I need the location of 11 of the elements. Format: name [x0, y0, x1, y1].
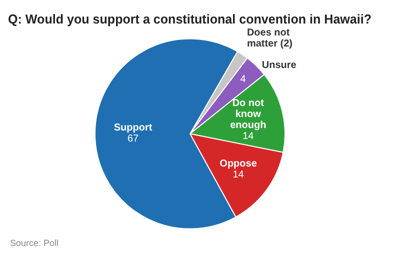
data-label: 14 [232, 169, 244, 180]
slice-label: Oppose [220, 158, 258, 170]
data-label: 67 [127, 133, 139, 144]
data-label: 4 [240, 74, 246, 86]
slice-label: Do not know enough [230, 98, 266, 131]
data-label: 14 [242, 130, 254, 142]
slice-label: Unsure [262, 60, 297, 71]
chart-title: Q: Would you support a constitutional convention in Hawaii? [8, 11, 372, 26]
slice-label: Does not matter (2) [246, 28, 293, 50]
source-note: Source: Poll [10, 238, 59, 248]
slice-label: Support [114, 122, 153, 134]
